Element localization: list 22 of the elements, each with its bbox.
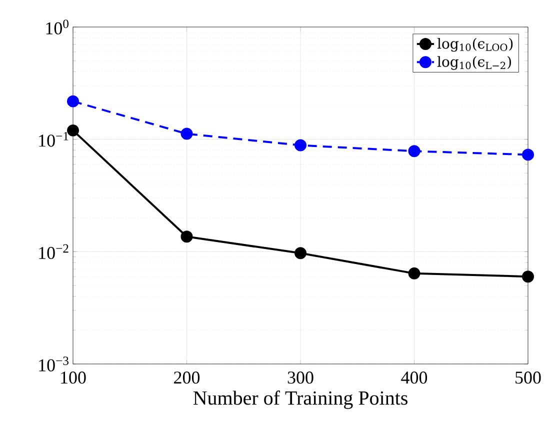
point (67, 124, 80, 136)
x-tick-label: 400 (401, 372, 428, 384)
x-axis-title: Number of Training Points (193, 390, 408, 409)
point (408, 267, 420, 280)
point (294, 247, 307, 260)
y-tick-label: 10$^{−1}$ (39, 132, 68, 147)
x-tick-label: 300 (288, 372, 314, 384)
point (408, 145, 420, 158)
x-tick-label: 100 (61, 372, 86, 384)
x-tick-label: 500 (516, 372, 541, 384)
legend-label: log$_{10}$(ϵ$_{LOO}$) (437, 38, 513, 52)
legend-label: log$_{10}$(ϵ$_{L−2}$) (437, 56, 511, 70)
point (522, 270, 534, 283)
point (522, 148, 534, 161)
y-tick-label: 10$^{0}$ (46, 20, 68, 34)
y-tick-label: 10$^{−2}$ (39, 244, 68, 260)
x-tick-label: 200 (174, 372, 200, 384)
point (67, 95, 80, 108)
point (180, 128, 193, 140)
point (180, 230, 193, 243)
point (294, 139, 307, 152)
y-tick-label: 10$^{−3}$ (39, 356, 68, 372)
